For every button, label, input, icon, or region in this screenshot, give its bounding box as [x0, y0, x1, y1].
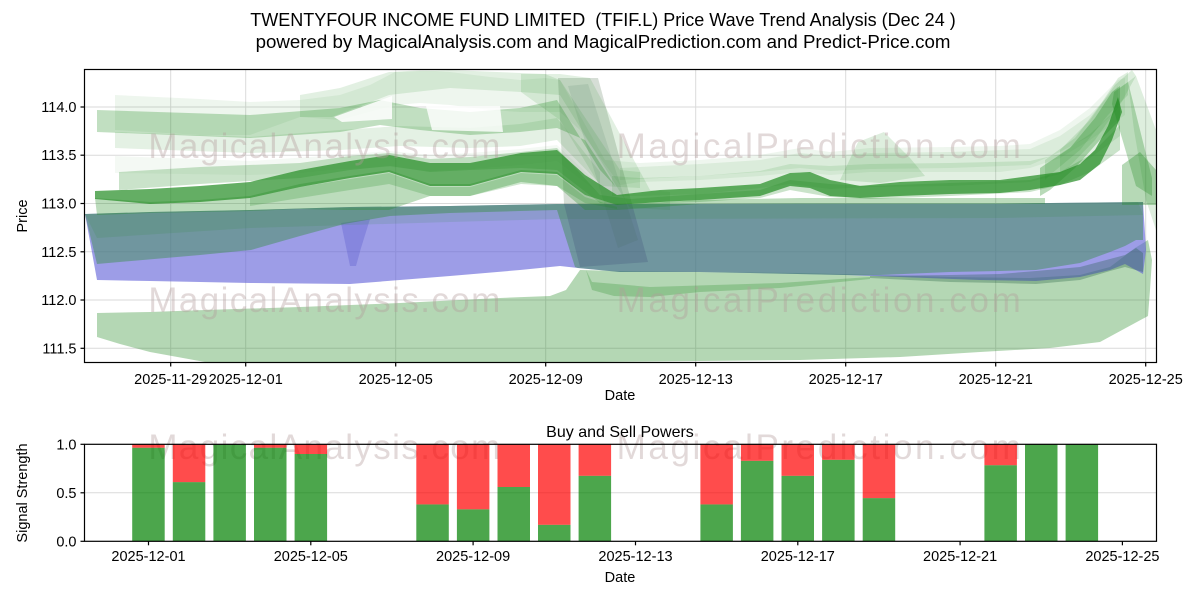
svg-text:0.0: 0.0 [56, 534, 76, 550]
svg-text:powered by MagicalAnalysis.com: powered by MagicalAnalysis.com and Magic… [256, 31, 951, 52]
svg-text:112.0: 112.0 [41, 293, 76, 309]
svg-text:114.0: 114.0 [41, 100, 76, 116]
svg-text:2025-12-25: 2025-12-25 [1109, 372, 1183, 388]
svg-text:MagicalAnalysis.com: MagicalAnalysis.com [148, 281, 501, 320]
svg-text:Price: Price [15, 199, 31, 232]
svg-text:2025-12-21: 2025-12-21 [959, 372, 1033, 388]
svg-text:2025-12-21: 2025-12-21 [923, 549, 997, 565]
svg-text:Signal Strength: Signal Strength [15, 443, 31, 542]
svg-text:MagicalPrediction.com: MagicalPrediction.com [617, 281, 1024, 320]
svg-text:1.0: 1.0 [56, 437, 76, 453]
svg-text:2025-12-25: 2025-12-25 [1085, 549, 1159, 565]
svg-text:Date: Date [605, 570, 636, 586]
svg-text:TWENTYFOUR INCOME FUND LIMITED: TWENTYFOUR INCOME FUND LIMITED (TFIF.L) … [250, 10, 955, 30]
svg-text:MagicalPrediction.com: MagicalPrediction.com [617, 127, 1024, 166]
svg-text:MagicalPrediction.com: MagicalPrediction.com [617, 428, 1024, 467]
svg-text:113.5: 113.5 [41, 148, 76, 164]
svg-text:2025-12-01: 2025-12-01 [111, 549, 185, 565]
svg-text:Date: Date [605, 388, 636, 404]
svg-text:111.5: 111.5 [42, 341, 76, 357]
svg-text:2025-12-17: 2025-12-17 [809, 372, 883, 388]
svg-text:Buy and Sell Powers: Buy and Sell Powers [546, 424, 694, 441]
svg-text:2025-12-05: 2025-12-05 [274, 549, 348, 565]
svg-text:2025-12-13: 2025-12-13 [659, 372, 733, 388]
svg-text:112.5: 112.5 [41, 245, 76, 261]
svg-text:2025-12-17: 2025-12-17 [761, 549, 835, 565]
svg-text:2025-11-29: 2025-11-29 [134, 372, 207, 388]
svg-text:2025-12-13: 2025-12-13 [598, 549, 672, 565]
svg-text:2025-12-05: 2025-12-05 [359, 372, 433, 388]
svg-text:2025-12-09: 2025-12-09 [436, 549, 510, 565]
svg-text:MagicalAnalysis.com: MagicalAnalysis.com [148, 127, 501, 166]
svg-text:113.0: 113.0 [41, 197, 76, 213]
svg-text:2025-12-01: 2025-12-01 [209, 372, 283, 388]
svg-text:2025-12-09: 2025-12-09 [509, 372, 583, 388]
svg-text:0.5: 0.5 [56, 486, 76, 502]
